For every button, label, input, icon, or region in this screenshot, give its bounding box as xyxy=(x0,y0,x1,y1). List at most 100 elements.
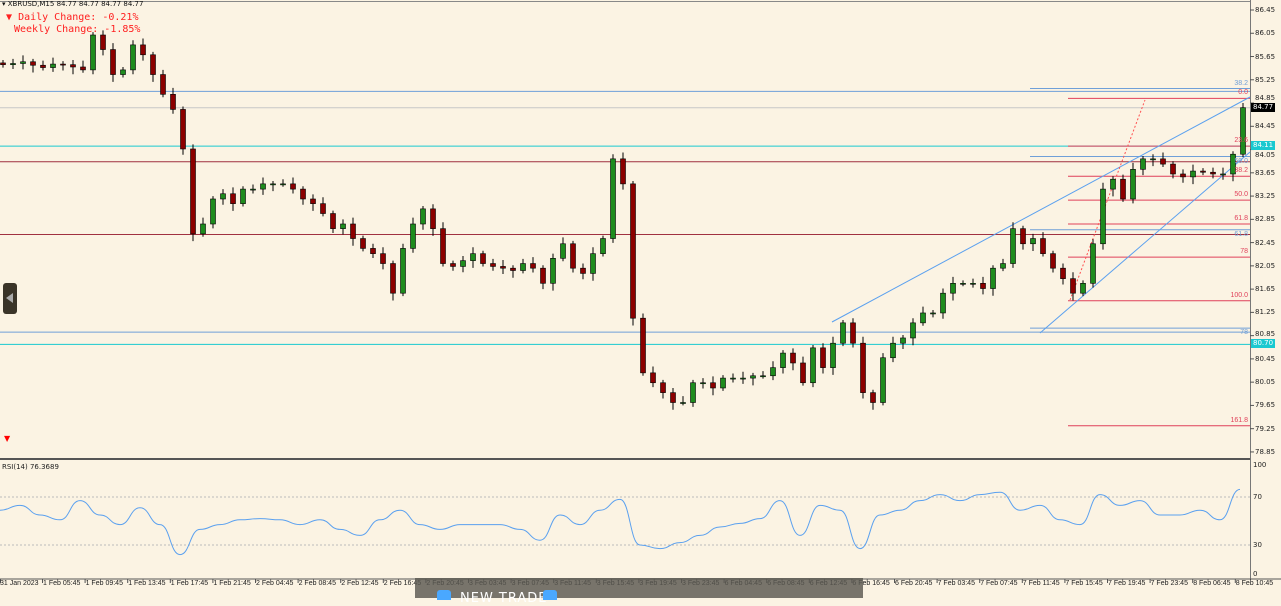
candle-body xyxy=(640,317,646,374)
candle-body xyxy=(540,267,546,284)
candle-body xyxy=(790,352,796,364)
y-tick-label: 85.65 xyxy=(1255,52,1276,61)
candle-body xyxy=(1160,158,1166,165)
x-tick-label: 8 Feb 10:45 xyxy=(1235,580,1274,587)
candle-body xyxy=(930,312,936,315)
candle-body xyxy=(880,357,886,403)
y-tick-label: 84.05 xyxy=(1255,151,1276,160)
candle-body xyxy=(950,283,956,294)
down-arrow-icon: ▼ xyxy=(6,12,13,23)
candle-body xyxy=(420,208,426,225)
candle-body xyxy=(610,158,616,239)
candle-body xyxy=(1100,188,1106,245)
fib-label-blue: 61.8 xyxy=(1234,230,1248,238)
y-tick-label: 80.85 xyxy=(1255,330,1276,339)
fib-label-blue: 78 xyxy=(1240,329,1248,337)
candle-body xyxy=(960,283,966,285)
candle-body xyxy=(200,223,206,235)
candle-body xyxy=(780,352,786,368)
candle-body xyxy=(190,148,196,235)
candle-body xyxy=(320,203,326,214)
candle-body xyxy=(1020,228,1026,245)
x-tick-label: 1 Feb 13:45 xyxy=(128,580,166,587)
fib-label-red: 100.0 xyxy=(1230,291,1248,299)
fib-label-red: 0.0 xyxy=(1238,89,1248,97)
fib-label-blue: 38.2 xyxy=(1234,79,1248,87)
candle-body xyxy=(770,367,776,377)
rsi-title: RSI(14) 76.3689 xyxy=(2,463,59,471)
candle-body xyxy=(890,342,896,359)
candle-body xyxy=(1070,278,1076,294)
rsi-tick-70: 70 xyxy=(1253,493,1262,501)
candle-body xyxy=(810,347,816,384)
candle-body xyxy=(1190,170,1196,178)
candle-body xyxy=(760,375,766,378)
fib-label-blue: 50.0 xyxy=(1234,157,1248,165)
candle-body xyxy=(430,208,436,229)
fib-label-red: 23.6 xyxy=(1234,137,1248,145)
candle-body xyxy=(410,223,416,249)
candle-body xyxy=(330,213,336,229)
candle-body xyxy=(620,158,626,185)
candle-body xyxy=(1210,171,1216,175)
rsi-tick-100: 100 xyxy=(1253,461,1267,469)
candle-body xyxy=(590,253,596,274)
candle-body xyxy=(50,63,56,68)
candle-body xyxy=(1140,158,1146,170)
scroll-left-button[interactable] xyxy=(3,283,17,314)
candle-body xyxy=(100,34,106,50)
candle-body xyxy=(530,263,536,269)
candle-body xyxy=(10,63,16,65)
candle-body xyxy=(920,312,926,324)
candle-body xyxy=(20,61,26,64)
candle-body xyxy=(380,253,386,264)
candle-body xyxy=(130,44,136,71)
candle-body xyxy=(470,253,476,261)
y-tick-label: 83.65 xyxy=(1255,168,1276,177)
candle-body xyxy=(260,183,266,190)
candle-body xyxy=(690,382,696,403)
candle-body xyxy=(60,63,66,66)
candle-body xyxy=(390,263,396,294)
candle-body xyxy=(550,258,556,284)
rsi-tick-30: 30 xyxy=(1253,541,1262,549)
candle-body xyxy=(1240,107,1246,155)
candle-body xyxy=(30,61,36,66)
x-tick-label: 2 Feb 04:45 xyxy=(256,580,294,587)
x-tick-label: 7 Feb 23:45 xyxy=(1150,580,1188,587)
x-tick-label: 6 Feb 16:45 xyxy=(852,580,890,587)
candle-body xyxy=(240,188,246,204)
candle-body xyxy=(270,183,276,186)
candle-body xyxy=(1180,173,1186,178)
y-tick-label: 83.25 xyxy=(1255,192,1276,201)
candle-body xyxy=(630,183,636,319)
candle-body xyxy=(440,228,446,264)
y-tick-label: 82.05 xyxy=(1255,261,1276,270)
candle-body xyxy=(940,292,946,314)
candle-body xyxy=(560,243,566,259)
y-tick-label: 84.45 xyxy=(1255,122,1276,131)
candle-body xyxy=(830,342,836,368)
candle-body xyxy=(500,266,506,269)
symbol-header: ▾ XBRUSD,M15 84.77 84.77 84.77 84.77 xyxy=(2,0,144,8)
y-tick-label: 81.25 xyxy=(1255,308,1276,317)
daily-change: ▼ Daily Change: -0.21% xyxy=(6,12,138,23)
candle-body xyxy=(1230,153,1236,175)
candle-body xyxy=(990,267,996,289)
new-trade-label[interactable]: NEW TRADE xyxy=(460,591,548,606)
candle-body xyxy=(520,263,526,271)
y-tick-label: 86.45 xyxy=(1255,6,1276,14)
x-tick-label: 31 Jan 2023 xyxy=(0,580,39,587)
candle-body xyxy=(740,377,746,380)
candle-body xyxy=(1060,267,1066,279)
x-tick-label: 1 Feb 09:45 xyxy=(85,580,123,587)
candle-body xyxy=(290,183,296,190)
new-trade-panel[interactable]: NEW TRADE xyxy=(415,578,863,606)
candle-body xyxy=(120,69,126,75)
x-tick-label: 7 Feb 15:45 xyxy=(1065,580,1103,587)
fib-label-red: 38.2 xyxy=(1234,167,1248,175)
y-tick-label: 79.65 xyxy=(1255,401,1276,410)
candle-body xyxy=(600,238,606,254)
candle-body xyxy=(1030,238,1036,245)
